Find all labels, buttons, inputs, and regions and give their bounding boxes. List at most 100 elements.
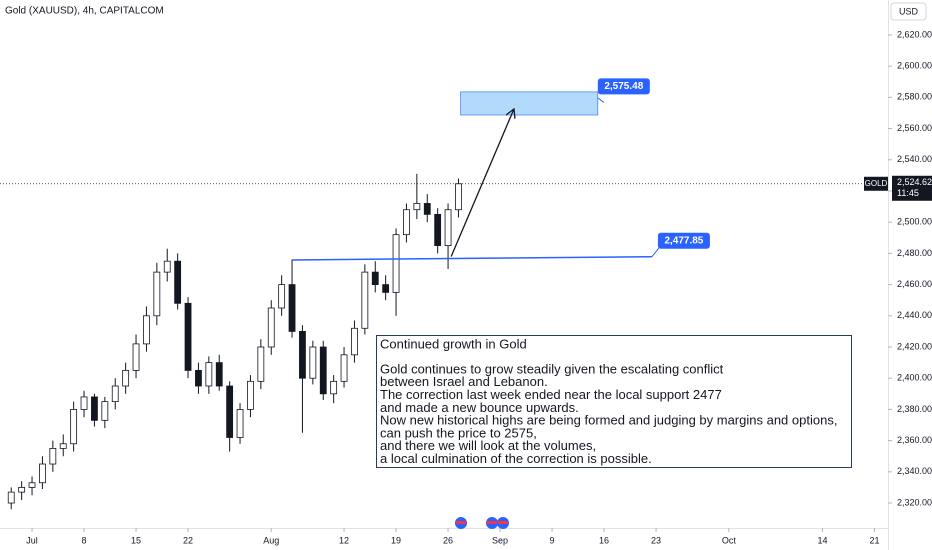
event-flag: [498, 521, 508, 524]
y-tick-label: 2,620.00: [897, 29, 932, 39]
candle-body: [257, 346, 265, 382]
y-tick-label: 2,360.00: [897, 435, 932, 445]
note-frame: [376, 335, 852, 468]
support-label: 2,477.85: [664, 235, 703, 246]
candle-body: [340, 354, 348, 382]
x-tick-label: 8: [82, 535, 87, 545]
candle-body: [18, 487, 26, 493]
event-flag: [487, 521, 497, 524]
y-tick-label: 2,480.00: [897, 248, 932, 258]
note-line: The correction last week ended near the …: [380, 387, 722, 402]
candle-body: [455, 183, 462, 211]
x-tick-label: Oct: [722, 535, 737, 545]
candle-body: [444, 209, 452, 246]
candle-body: [267, 307, 275, 348]
candle-body: [382, 284, 390, 293]
note-line: and there we will look at the volumes,: [380, 438, 596, 453]
candle-body: [299, 331, 306, 379]
candle-body: [70, 409, 78, 445]
target-label-box: [597, 78, 650, 95]
candle-body: [423, 203, 431, 215]
support-label-box: [657, 232, 710, 249]
note-box: Continued growth in Gold Gold continues t…: [376, 335, 852, 468]
x-tick-label: Sep: [492, 535, 508, 545]
note-line: Now new historical highs are being forme…: [380, 413, 837, 428]
candle-body: [122, 370, 130, 387]
target-label-connector: [597, 97, 605, 103]
candle-body: [361, 271, 369, 329]
candle-body: [226, 385, 234, 438]
target-zone: [460, 91, 599, 116]
candle-body: [143, 315, 150, 345]
candle-body: [371, 271, 379, 285]
note-line: Gold continues to grow steadily given th…: [380, 361, 724, 376]
projection-arrow: [450, 110, 513, 257]
y-tick-label: 2,600.00: [897, 61, 932, 71]
y-tick-label: 2,400.00: [897, 373, 932, 383]
symbol-tag: [864, 176, 888, 191]
candle-body: [247, 380, 254, 410]
target-label: 2,575.48: [604, 81, 643, 92]
candle-body: [351, 327, 358, 356]
currency-label: USD: [899, 6, 919, 16]
y-tick-label: 2,580.00: [897, 92, 932, 102]
x-tick-label: 23: [651, 535, 661, 545]
candle-body: [392, 234, 400, 293]
x-tick-label: 26: [443, 535, 453, 545]
candle-body: [434, 213, 442, 246]
candle-body: [205, 362, 213, 387]
x-tick-label: 14: [817, 535, 827, 545]
y-tick-label: 2,420.00: [897, 341, 932, 351]
x-tick-label: 21: [869, 535, 879, 545]
x-tick-label: 9: [550, 535, 555, 545]
candle-body: [195, 370, 202, 387]
x-tick-label: 22: [183, 535, 193, 545]
candle-body: [236, 409, 244, 438]
note-title: Continued growth in Gold: [380, 336, 527, 351]
candle-body: [403, 209, 410, 236]
countdown-label: 11:45: [897, 188, 919, 198]
symbol-label: GOLD: [865, 179, 888, 188]
candle-body: [80, 396, 88, 410]
x-tick-label: Aug: [263, 535, 279, 545]
y-tick-label: 2,380.00: [897, 404, 932, 414]
candle-body: [49, 448, 57, 465]
x-tick-label: Jul: [26, 535, 38, 545]
y-tick-label: 2,460.00: [897, 279, 932, 289]
candle-body: [413, 203, 421, 211]
price-tag: [892, 175, 932, 201]
note-line: can push the price to 2575,: [380, 425, 537, 440]
candle-body: [288, 284, 296, 332]
currency-button[interactable]: [890, 2, 927, 21]
candle-body: [132, 343, 140, 371]
y-tick-label: 2,440.00: [897, 310, 932, 320]
candle-body: [330, 380, 338, 395]
candle-body: [101, 401, 109, 421]
candle-body: [7, 491, 15, 504]
candle-body: [278, 284, 286, 309]
note-line: and made a new bounce upwards.: [380, 400, 579, 415]
y-tick-label: 2,500.00: [897, 217, 932, 227]
price-label: 2,524.62: [897, 177, 932, 187]
candle-body: [28, 482, 36, 488]
x-tick-label: 12: [339, 535, 349, 545]
x-tick-label: 16: [599, 535, 609, 545]
chart-title: Gold (XAUUSD), 4h, CAPITALCOM: [5, 6, 164, 17]
support-line: [292, 255, 652, 261]
x-tick-label: 19: [391, 535, 401, 545]
support-label-connector: [651, 246, 661, 258]
candle-body: [59, 443, 67, 449]
event-icons: [455, 517, 509, 529]
candle-body: [184, 302, 192, 371]
candle-body: [163, 260, 171, 273]
candle-body: [319, 346, 327, 395]
candle-body: [91, 396, 98, 421]
y-tick-label: 2,540.00: [897, 154, 932, 164]
y-tick-label: 2,340.00: [897, 466, 932, 476]
y-tick-label: 2,320.00: [897, 497, 932, 507]
note-line: between Israel and Lebanon.: [380, 374, 548, 389]
x-tick-label: 15: [131, 535, 141, 545]
note-line: a local culmination of the correction is…: [380, 451, 652, 466]
candle-body: [153, 271, 161, 317]
